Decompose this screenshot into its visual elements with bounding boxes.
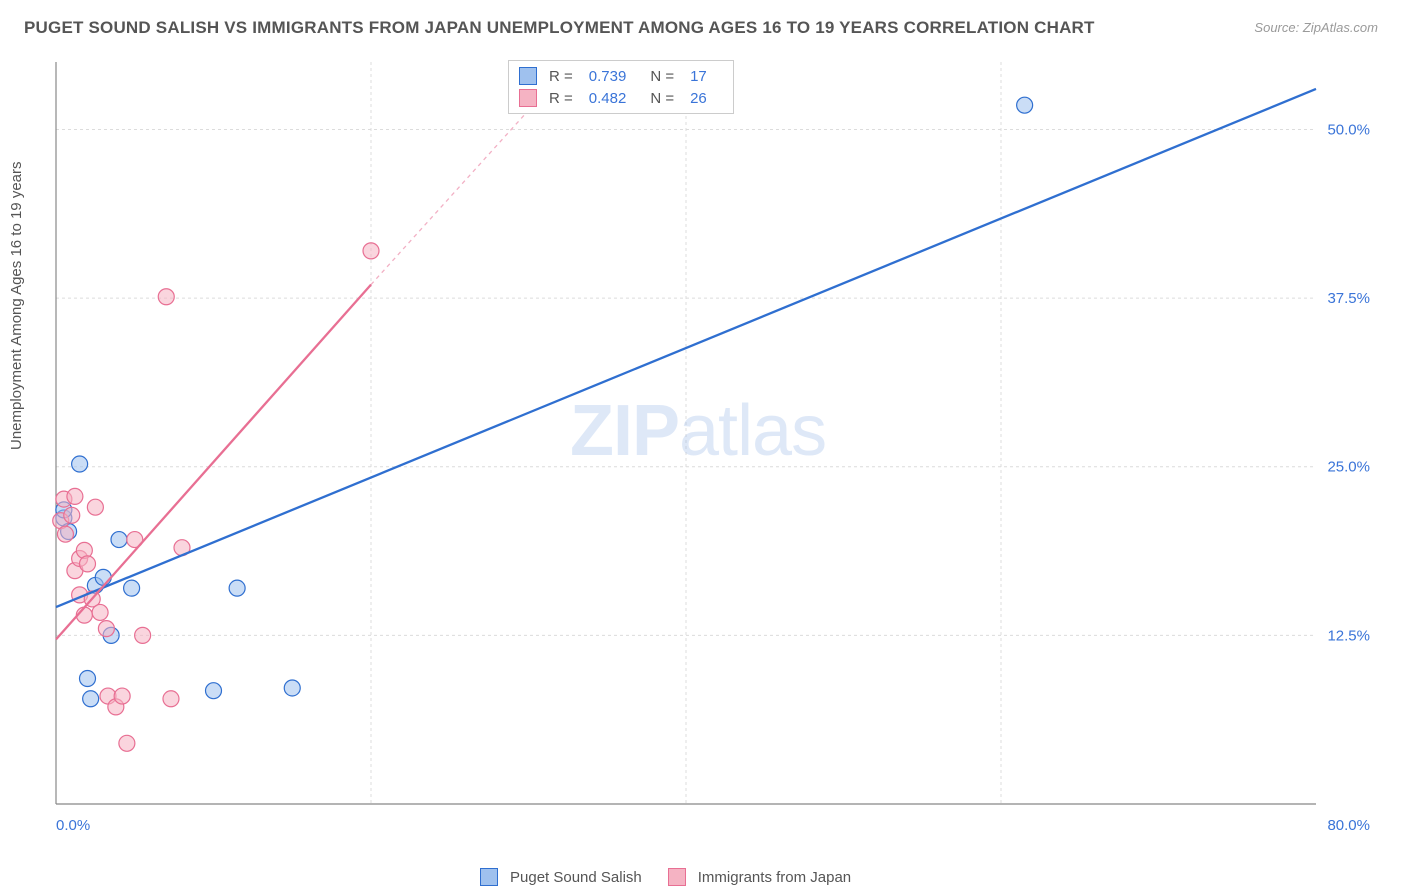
- scatter-plot-svg: 12.5% 25.0% 37.5% 50.0% 0.0% 80.0%: [48, 50, 1378, 840]
- legend-item-series1: Puget Sound Salish: [480, 868, 642, 886]
- source-value: ZipAtlas.com: [1303, 20, 1378, 35]
- svg-text:37.5%: 37.5%: [1327, 290, 1370, 307]
- legend-row-series1: R = 0.739 N = 17: [519, 67, 719, 85]
- chart-title: PUGET SOUND SALISH VS IMMIGRANTS FROM JA…: [24, 18, 1095, 38]
- legend-item-series2: Immigrants from Japan: [668, 868, 851, 886]
- source-label: Source:: [1254, 20, 1299, 35]
- n-value-series1: 17: [690, 68, 707, 85]
- swatch-series1: [480, 868, 498, 886]
- svg-text:50.0%: 50.0%: [1327, 121, 1370, 138]
- chart-area: 12.5% 25.0% 37.5% 50.0% 0.0% 80.0%: [48, 50, 1378, 840]
- svg-text:0.0%: 0.0%: [56, 817, 90, 834]
- r-label: R =: [549, 68, 573, 85]
- swatch-series1: [519, 67, 537, 85]
- n-value-series2: 26: [690, 90, 707, 107]
- series1-name: Puget Sound Salish: [510, 869, 642, 886]
- n-label: N =: [650, 90, 674, 107]
- svg-text:80.0%: 80.0%: [1327, 817, 1370, 834]
- y-axis-label: Unemployment Among Ages 16 to 19 years: [8, 161, 25, 450]
- swatch-series2: [668, 868, 686, 886]
- swatch-series2: [519, 89, 537, 107]
- svg-text:12.5%: 12.5%: [1327, 627, 1370, 644]
- r-label: R =: [549, 90, 573, 107]
- series-legend: Puget Sound Salish Immigrants from Japan: [480, 868, 851, 886]
- legend-row-series2: R = 0.482 N = 26: [519, 89, 719, 107]
- svg-text:25.0%: 25.0%: [1327, 459, 1370, 476]
- r-value-series2: 0.482: [589, 90, 627, 107]
- r-value-series1: 0.739: [589, 68, 627, 85]
- series2-name: Immigrants from Japan: [698, 869, 851, 886]
- source-attribution: Source: ZipAtlas.com: [1254, 20, 1378, 35]
- n-label: N =: [650, 68, 674, 85]
- correlation-legend: R = 0.739 N = 17 R = 0.482 N = 26: [508, 60, 734, 114]
